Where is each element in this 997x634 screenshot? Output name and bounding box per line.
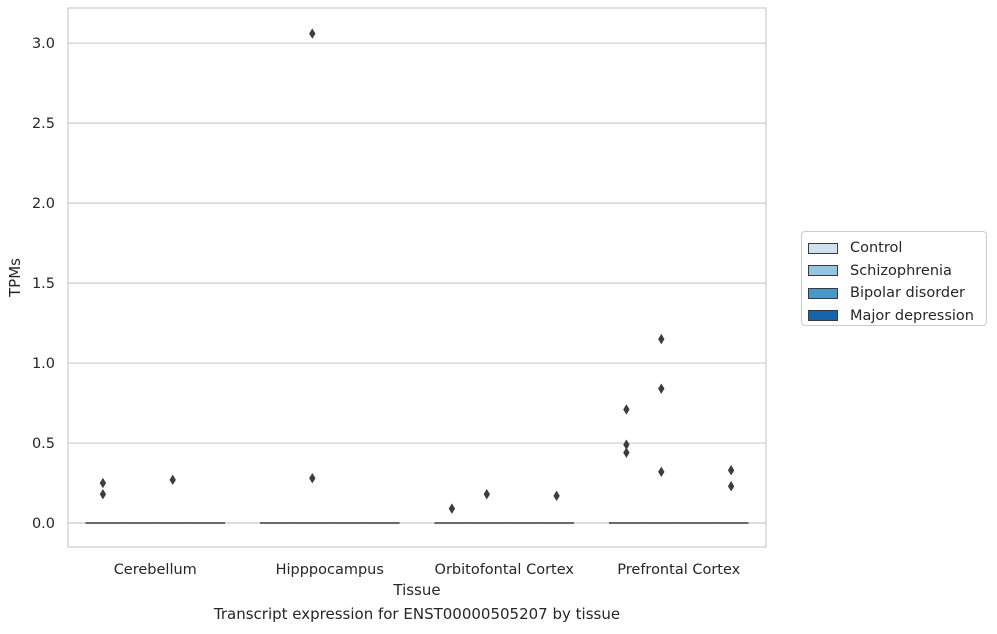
legend-swatch: [808, 242, 838, 254]
legend-label: Schizophrenia: [850, 262, 952, 279]
outlier-points: [99, 28, 735, 514]
outlier-point: [658, 466, 665, 478]
legend-label: Control: [850, 240, 903, 257]
y-tick-label: 2.5: [32, 116, 55, 132]
y-tick-label: 1.5: [32, 276, 55, 292]
outlier-point: [623, 404, 630, 415]
x-tick-label: Cerebellum: [114, 562, 197, 578]
x-tick-label: Hipppocampus: [276, 562, 384, 578]
outlier-point: [727, 465, 735, 476]
legend-label: Bipolar disorder: [850, 285, 965, 302]
x-tick-label: Prefrontal Cortex: [617, 562, 740, 578]
chart-caption: Transcript expression for ENST0000050520…: [213, 605, 621, 623]
outlier-point: [658, 333, 665, 345]
legend-item: Schizophrenia: [808, 260, 980, 283]
y-tick-label: 0.0: [32, 516, 55, 532]
legend-label: Major depression: [850, 307, 974, 324]
legend-swatch: [808, 287, 838, 299]
legend: Control Schizophrenia Bipolar disorder Majo…: [801, 231, 987, 326]
y-tick-label: 3.0: [32, 36, 55, 52]
outlier-point: [483, 489, 490, 500]
y-tick-labels: 0.0 0.5 1.0 1.5 2.0 2.5 3.0: [32, 36, 55, 532]
x-tick-label: Orbitofontal Cortex: [435, 562, 575, 578]
y-tick-label: 0.5: [32, 436, 55, 452]
outlier-point: [309, 473, 316, 484]
outlier-point: [623, 447, 630, 458]
legend-item: Control: [808, 237, 980, 260]
y-axis-label: TPMs: [6, 258, 24, 298]
outlier-point: [553, 490, 560, 502]
legend-swatch: [808, 310, 838, 322]
plot-frame: [67, 7, 767, 548]
outlier-point: [309, 28, 316, 39]
y-tick-label: 2.0: [32, 196, 55, 212]
legend-swatch: [808, 265, 838, 277]
outlier-point: [448, 503, 456, 514]
gridlines: [68, 42, 766, 524]
legend-item: Bipolar disorder: [808, 282, 980, 305]
x-axis-label: Tissue: [392, 581, 440, 599]
y-tick-label: 1.0: [32, 356, 55, 372]
outlier-point: [99, 489, 107, 500]
outlier-point: [169, 474, 176, 486]
outlier-point: [623, 439, 630, 450]
outlier-point: [727, 481, 735, 492]
legend-item: Major depression: [808, 305, 980, 328]
outlier-point: [99, 477, 107, 489]
outlier-point: [658, 383, 665, 394]
x-tick-labels: Cerebellum Hipppocampus Orbitofontal Corte…: [114, 562, 741, 578]
